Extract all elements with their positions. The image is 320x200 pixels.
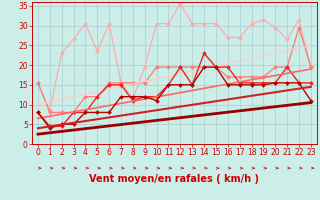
X-axis label: Vent moyen/en rafales ( km/h ): Vent moyen/en rafales ( km/h ) — [89, 174, 260, 184]
